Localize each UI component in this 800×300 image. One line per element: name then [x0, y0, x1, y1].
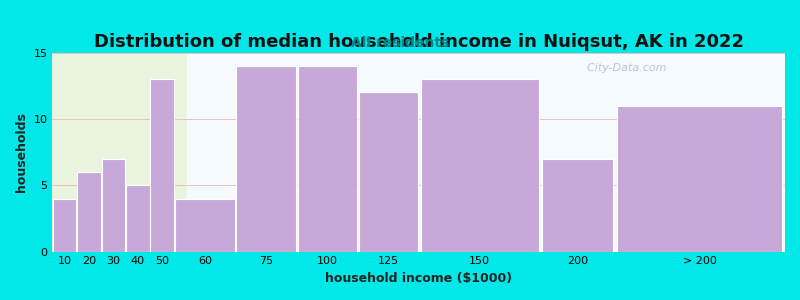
Bar: [542, 159, 613, 252]
Bar: [186, 52, 785, 252]
Bar: [358, 92, 418, 252]
Bar: [175, 199, 234, 252]
Bar: [53, 52, 186, 252]
Bar: [53, 52, 186, 252]
Bar: [421, 79, 539, 252]
Bar: [102, 159, 126, 252]
Bar: [150, 79, 174, 252]
Bar: [53, 199, 77, 252]
Bar: [237, 66, 296, 252]
Text: City-Data.com: City-Data.com: [580, 62, 666, 73]
Title: Distribution of median household income in Nuiqsut, AK in 2022: Distribution of median household income …: [94, 33, 744, 51]
Bar: [78, 172, 101, 252]
Y-axis label: households: households: [15, 112, 28, 192]
X-axis label: household income ($1000): household income ($1000): [325, 272, 512, 285]
Bar: [617, 106, 782, 252]
Text: All residents: All residents: [351, 36, 449, 50]
Bar: [298, 66, 357, 252]
Bar: [126, 185, 150, 252]
